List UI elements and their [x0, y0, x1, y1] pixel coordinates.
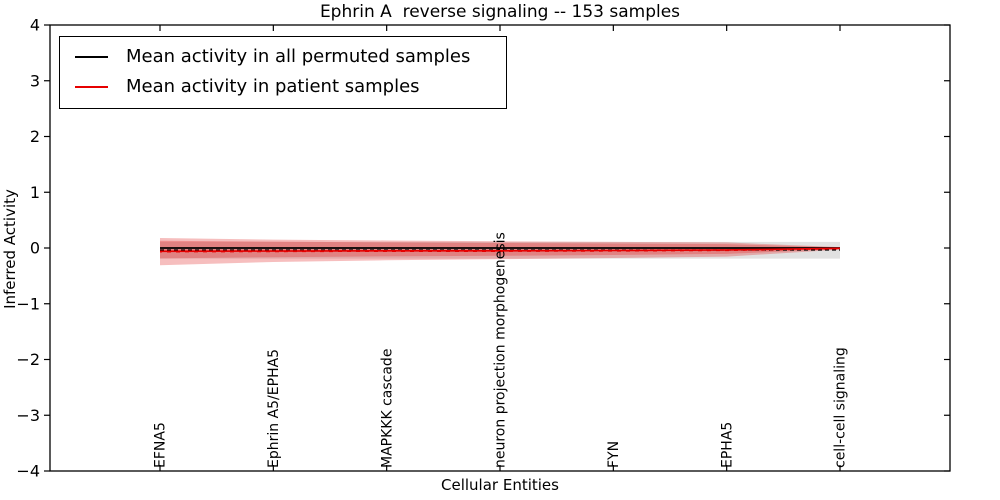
x-tick-label: FYN	[606, 441, 622, 468]
legend: Mean activity in all permuted samples Mea…	[59, 36, 507, 109]
legend-line-sample	[75, 86, 108, 88]
y-tick-label: −3	[16, 406, 40, 425]
y-axis-label: Inferred Activity	[1, 189, 19, 309]
y-tick-label: −4	[16, 462, 40, 481]
y-tick-label: 4	[30, 16, 40, 35]
chart-title: Ephrin A reverse signaling -- 153 sample…	[319, 2, 681, 22]
x-tick-label: EFNA5	[153, 422, 169, 468]
legend-item-label: Mean activity in patient samples	[126, 76, 420, 97]
y-tick-label: 2	[30, 127, 40, 146]
x-tick-label: neuron projection morphogenesis	[493, 232, 509, 468]
x-axis-label: Cellular Entities	[441, 476, 559, 494]
y-tick-label: 0	[30, 239, 40, 258]
y-tick-label: −2	[16, 350, 40, 369]
x-tick-label: MAPKKK cascade	[379, 349, 395, 468]
x-tick-label: cell-cell signaling	[833, 347, 849, 468]
legend-item: Mean activity in patient samples	[60, 72, 506, 102]
legend-line-sample	[75, 56, 108, 58]
legend-item: Mean activity in all permuted samples	[60, 42, 506, 72]
x-tick-label: EPHA5	[719, 422, 735, 468]
patient-mean-dashed-line	[159, 248, 841, 253]
y-tick-label: −1	[16, 294, 40, 313]
y-tick-label: 1	[30, 183, 40, 202]
y-tick-label: 3	[30, 71, 40, 90]
x-tick-label: Ephrin A5/EPHA5	[266, 349, 282, 468]
legend-item-label: Mean activity in all permuted samples	[126, 46, 471, 67]
